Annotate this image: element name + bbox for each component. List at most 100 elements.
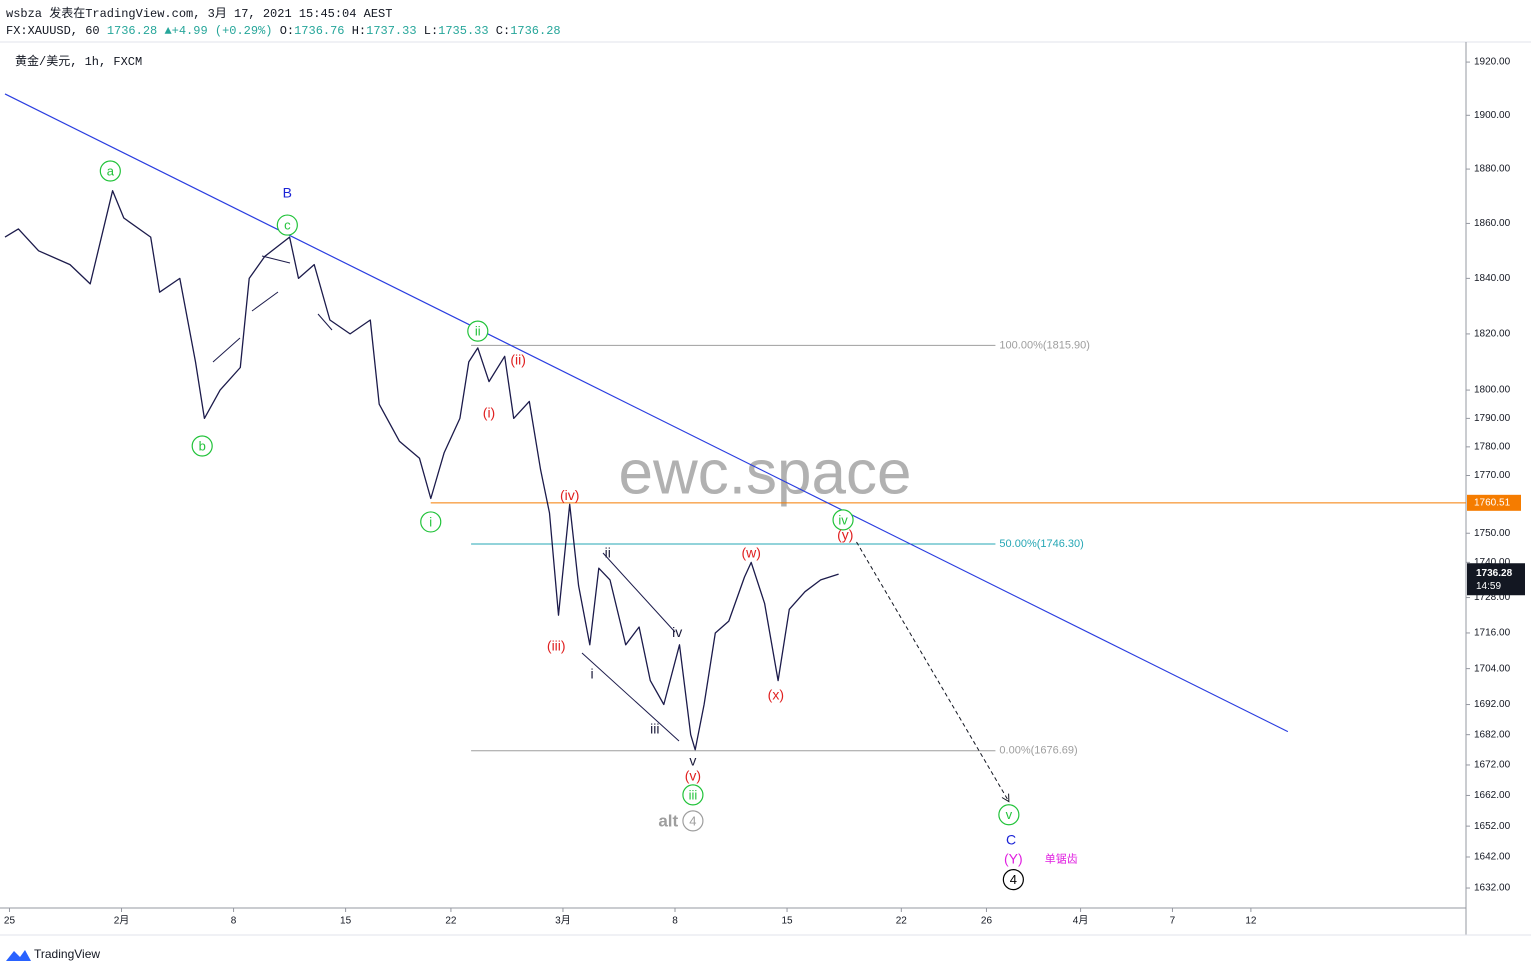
ohlc-value: 1736.28 (510, 24, 560, 38)
x-tick-label: 22 (896, 916, 908, 927)
ohlc-key: H: (352, 24, 366, 38)
wave-label: b (199, 438, 206, 453)
channel-line (261, 255, 291, 264)
chart-title: 黄金/美元, 1h, FXCM (15, 53, 142, 69)
y-tick-label: 1800.00 (1474, 385, 1511, 396)
brand: TradingView (6, 947, 100, 961)
quote-line: FX:XAUUSD, 60 1736.28 ▲+4.99 (+0.29%) O:… (6, 24, 561, 38)
y-tick-label: 1704.00 (1474, 663, 1511, 674)
fib-label: 0.00%(1676.69) (999, 745, 1077, 757)
channel-line (212, 337, 241, 363)
channel-line (251, 291, 279, 312)
wave-circle (191, 435, 213, 457)
x-tick-label: 22 (445, 916, 457, 927)
y-tick-label: 1860.00 (1474, 218, 1511, 229)
wave-label: i (429, 514, 432, 529)
price-line-label: 1760.51 (1474, 497, 1511, 508)
ohlc-key: L: (424, 24, 438, 38)
wave-circle (99, 160, 121, 182)
wave-label: alt (658, 811, 678, 830)
x-tick-label: 8 (672, 916, 678, 927)
wave-label: (x) (768, 687, 784, 703)
watermark: ewc.space (619, 438, 912, 507)
x-tick-label: 26 (981, 916, 993, 927)
x-tick-label: 15 (781, 916, 793, 927)
wave-label: C (1006, 831, 1016, 847)
y-tick-label: 1820.00 (1474, 329, 1511, 340)
wave-label: iv (838, 512, 848, 527)
projection (856, 541, 1010, 802)
brand-logo (6, 950, 31, 961)
wave-circle (467, 320, 489, 342)
y-tick-label: 1716.00 (1474, 628, 1511, 639)
wave-label: 单锯齿 (1045, 852, 1078, 866)
channel-line (581, 652, 680, 742)
wave-circle (832, 509, 854, 531)
ohlc-value: 1735.33 (438, 24, 488, 38)
wave-circle (998, 804, 1020, 826)
y-tick-label: 1780.00 (1474, 442, 1511, 453)
wave-label: 4 (1010, 872, 1017, 887)
x-tick-label: 2月 (114, 915, 130, 927)
y-tick-label: 1632.00 (1474, 883, 1511, 894)
x-tick-label: 7 (1170, 916, 1176, 927)
wave-label: v (689, 753, 696, 769)
wave-label: (y) (837, 527, 853, 543)
last-price-tag (1467, 563, 1525, 596)
y-tick-label: 1840.00 (1474, 273, 1511, 284)
y-tick-label: 1790.00 (1474, 413, 1511, 424)
channel-line (317, 313, 333, 331)
ohlc-key: O: (280, 24, 294, 38)
price-line-tag (1467, 494, 1521, 511)
symbol: FX:XAUUSD, 60 (6, 24, 100, 38)
wave-label: iii (689, 787, 698, 802)
x-tick-label: 12 (1245, 916, 1257, 927)
wave-label: (i) (483, 405, 495, 421)
wave-label: c (284, 218, 291, 233)
last-price-label: 1736.28 (1476, 568, 1513, 579)
wave-circle (276, 214, 298, 236)
wave-label: ii (605, 545, 611, 561)
fib-label: 100.00%(1815.90) (999, 339, 1090, 351)
wave-label: (iii) (547, 638, 566, 654)
wave-label: (iv) (560, 487, 579, 503)
ohlc-value: 1736.76 (294, 24, 344, 38)
wave-circle (420, 511, 442, 533)
wave-circle (1002, 869, 1024, 891)
y-tick-label: 1770.00 (1474, 470, 1511, 481)
y-tick-label: 1672.00 (1474, 760, 1511, 771)
change: +4.99 (+0.29%) (172, 24, 273, 38)
ohlc-value: 1737.33 (366, 24, 416, 38)
fib-label: 50.00%(1746.30) (999, 538, 1083, 550)
brand-name: TradingView (34, 947, 100, 961)
wave-label: (ii) (510, 352, 526, 368)
price-line-series (4, 190, 839, 751)
wave-label: ii (475, 324, 481, 339)
header: wsbza 发表在TradingView.com, 3月 17, 2021 15… (6, 5, 392, 21)
y-tick-label: 1740.00 (1474, 557, 1511, 568)
wave-label: i (591, 666, 594, 682)
channel-line (602, 552, 676, 633)
y-tick-label: 1642.00 (1474, 852, 1511, 863)
y-tick-label: 1692.00 (1474, 699, 1511, 710)
y-tick-label: 1728.00 (1474, 592, 1511, 603)
wave-label: (v) (685, 768, 701, 784)
y-tick-label: 1652.00 (1474, 821, 1511, 832)
y-tick-label: 1682.00 (1474, 729, 1511, 740)
wave-label: v (1006, 807, 1013, 822)
x-tick-label: 4月 (1073, 915, 1089, 927)
y-tick-label: 1880.00 (1474, 164, 1511, 175)
wave-label: a (107, 163, 115, 178)
y-tick-label: 1662.00 (1474, 790, 1511, 801)
arrow: ▲ (164, 24, 172, 38)
x-tick-label: 15 (340, 916, 352, 927)
trendline (4, 93, 1289, 733)
y-tick-label: 1920.00 (1474, 57, 1511, 68)
wave-label: 4 (689, 813, 696, 828)
wave-label: iii (650, 721, 659, 737)
y-tick-label: 1750.00 (1474, 528, 1511, 539)
last: 1736.28 (107, 24, 157, 38)
countdown: 14:59 (1476, 581, 1501, 592)
